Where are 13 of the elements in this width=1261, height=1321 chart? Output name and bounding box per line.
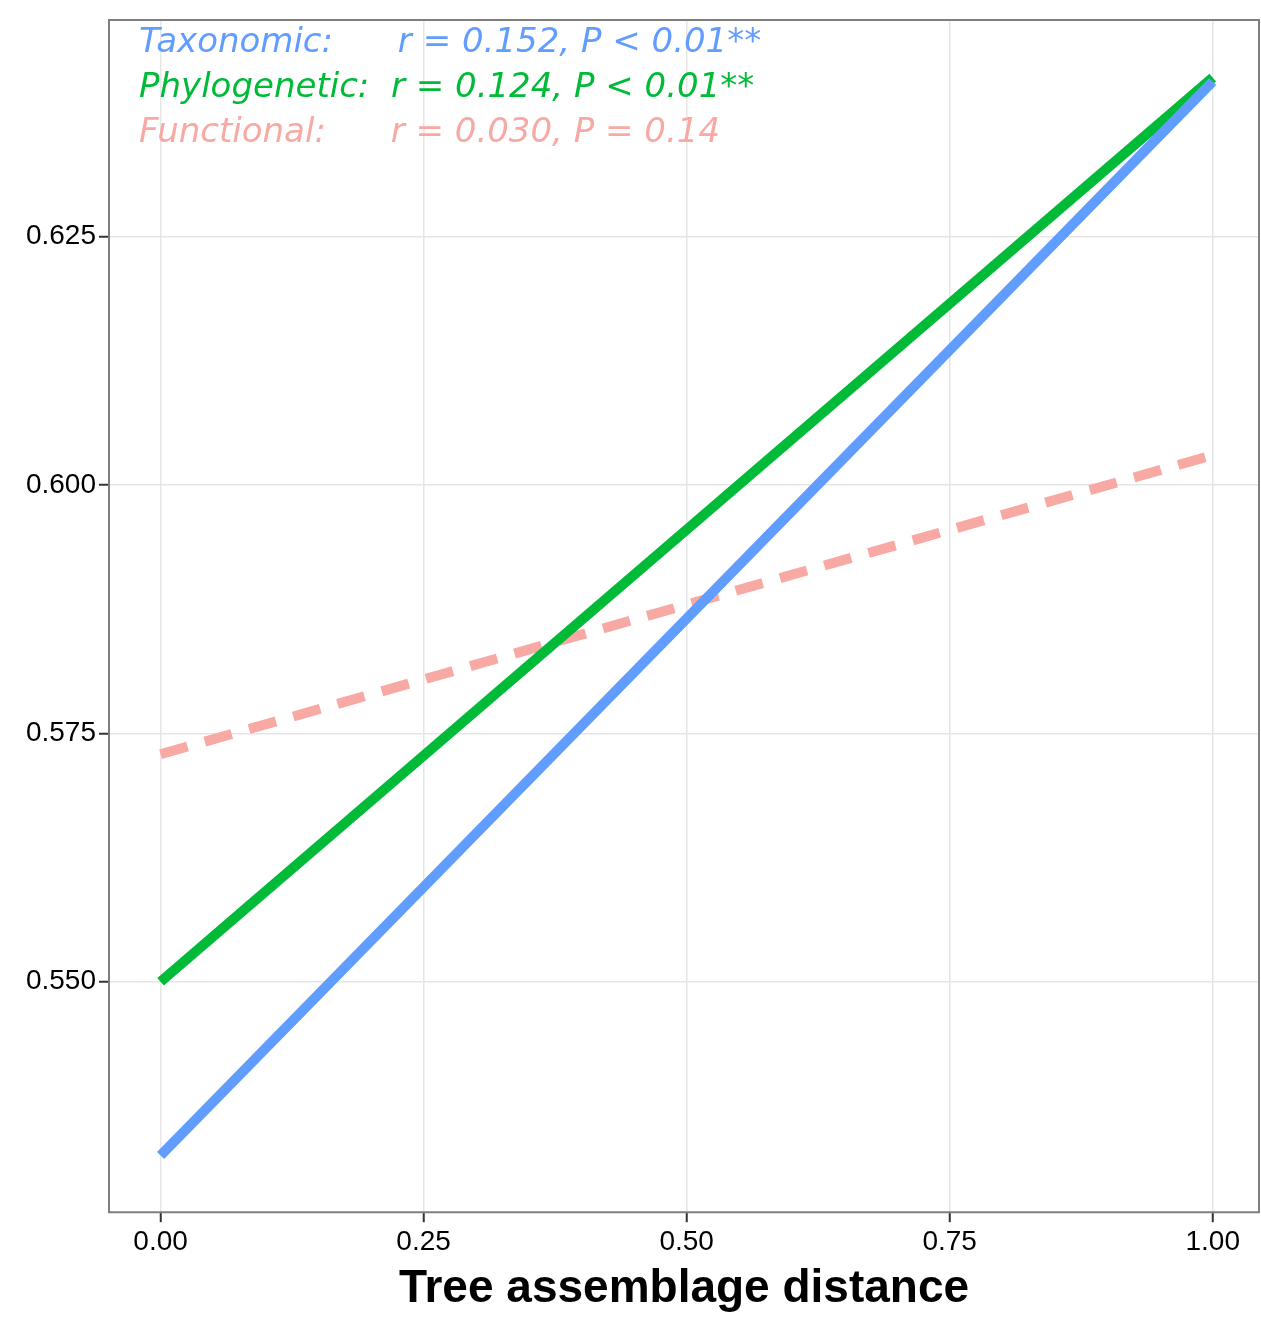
x-tick-label: 0.00 <box>133 1224 188 1256</box>
y-tick-label: 0.550 <box>25 964 96 996</box>
annotation: Functional: r = 0.030, P = 0.14 <box>139 109 721 150</box>
annotation: Phylogenetic: r = 0.124, P < 0.01** <box>139 64 755 105</box>
x-tick-label: 0.25 <box>396 1224 451 1256</box>
y-tick-label: 0.575 <box>25 716 96 748</box>
x-tick-label: 0.50 <box>659 1224 714 1256</box>
x-tick-label: 1.00 <box>1185 1224 1240 1256</box>
y-tick-label: 0.625 <box>25 219 96 251</box>
annotation: Taxonomic: r = 0.152, P < 0.01** <box>139 19 762 60</box>
x-axis-title: Tree assemblage distance <box>398 1260 970 1313</box>
y-tick-label: 0.600 <box>25 467 96 499</box>
x-tick-label: 0.75 <box>922 1224 977 1256</box>
